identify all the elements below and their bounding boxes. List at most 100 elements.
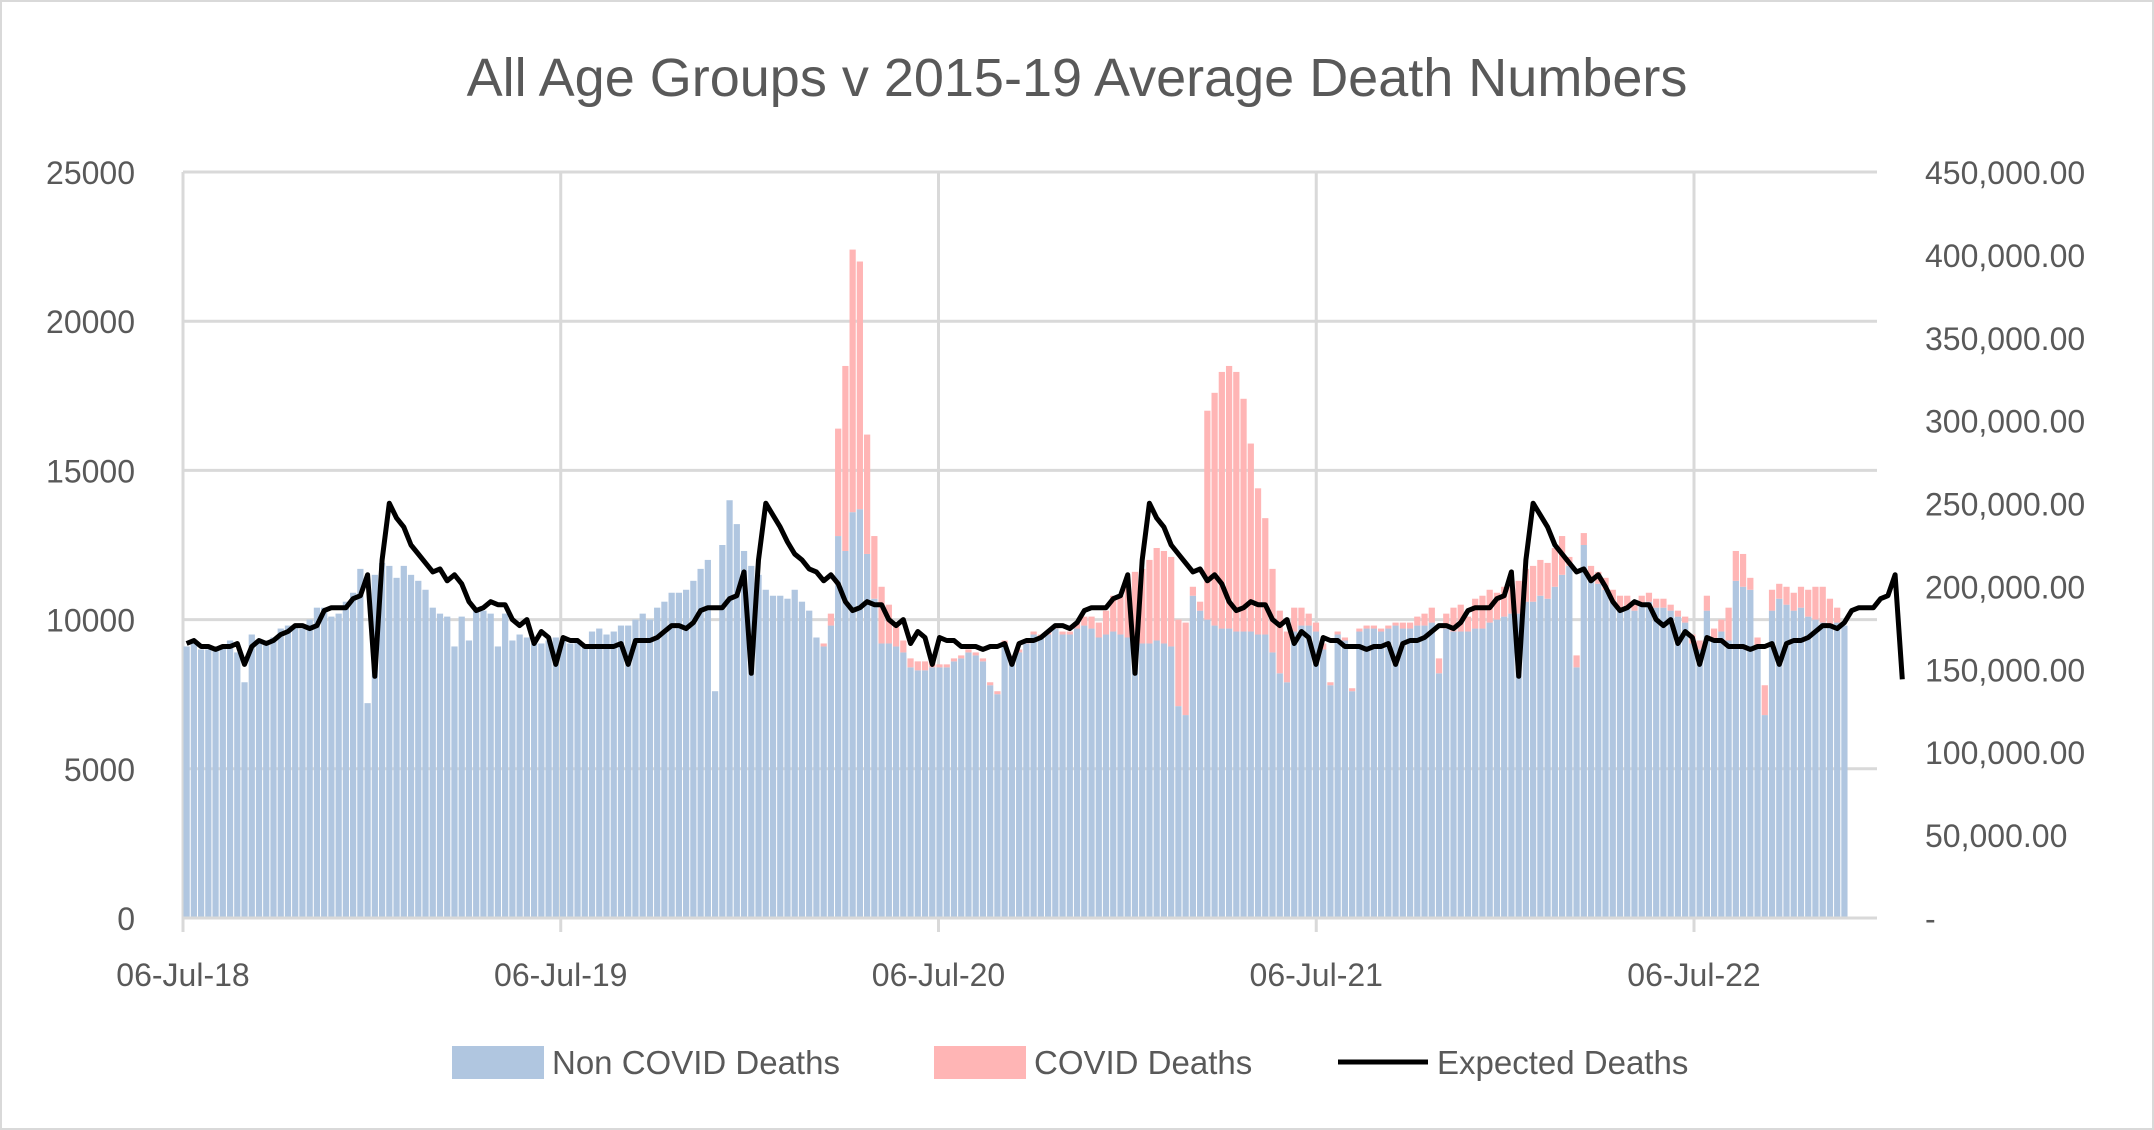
covid-bar: [1204, 410, 1211, 620]
non-covid-bar: [835, 536, 842, 918]
non-covid-bar: [1754, 646, 1761, 918]
y-right-tick-label: 300,000.00: [1925, 404, 2085, 440]
covid-bar: [1660, 598, 1667, 608]
legend-swatch-covid: [934, 1046, 1026, 1079]
non-covid-bar: [277, 628, 284, 918]
non-covid-bar: [740, 550, 748, 918]
covid-bar: [958, 655, 965, 659]
covid-bar: [1573, 655, 1580, 668]
non-covid-bar: [907, 667, 914, 918]
covid-bar: [1515, 580, 1522, 614]
non-covid-bar: [1776, 598, 1783, 918]
non-covid-bar: [523, 637, 530, 918]
non-covid-bar: [1008, 658, 1016, 918]
non-covid-bar: [1291, 631, 1298, 918]
expected-deaths-line: [185, 500, 1905, 680]
non-covid-bar: [1406, 628, 1414, 918]
covid-bar: [1421, 613, 1428, 626]
non-covid-bar: [1522, 601, 1530, 918]
covid-bar: [1580, 533, 1587, 545]
covid-bar: [965, 649, 972, 653]
legend-label-non-covid: Non COVID Deaths: [552, 1044, 840, 1081]
non-covid-bar: [378, 562, 386, 918]
non-covid-bar: [936, 667, 943, 918]
non-covid-bar: [538, 643, 545, 918]
non-covid-bar: [212, 649, 219, 918]
covid-bar: [1768, 589, 1776, 611]
covid-bar: [1363, 625, 1370, 629]
non-covid-bar: [422, 589, 429, 918]
non-covid-bar: [1580, 545, 1587, 918]
y-right-tick-label: 200,000.00: [1925, 569, 2085, 605]
covid-bar: [1551, 547, 1558, 587]
covid-bar: [1095, 622, 1102, 638]
non-covid-bar: [1124, 637, 1131, 918]
non-covid-bar: [1160, 643, 1168, 918]
covid-bar: [1139, 568, 1146, 644]
non-covid-bar: [321, 607, 328, 918]
non-covid-bar: [1298, 625, 1305, 918]
covid-bar: [864, 434, 871, 554]
non-covid-bar: [458, 616, 465, 918]
non-covid-bar: [856, 509, 863, 918]
non-covid-bar: [1645, 601, 1653, 918]
non-covid-bar: [1812, 619, 1819, 918]
covid-bar: [914, 661, 921, 671]
covid-bar: [856, 261, 863, 510]
non-covid-bar: [1327, 685, 1334, 918]
non-covid-bar: [574, 640, 581, 918]
bars: [183, 249, 1848, 918]
non-covid-bar: [1566, 565, 1573, 918]
non-covid-bar: [1805, 616, 1812, 918]
covid-bar: [1153, 547, 1160, 641]
non-covid-bar: [1211, 625, 1218, 918]
non-covid-bar: [1682, 622, 1689, 918]
legend-swatch-non-covid: [452, 1046, 544, 1079]
covid-bar: [1117, 595, 1124, 635]
non-covid-bar: [393, 577, 400, 918]
non-covid-bar: [364, 703, 371, 918]
covid-bar: [842, 365, 849, 551]
non-covid-bar: [1233, 631, 1240, 918]
covid-bar: [1443, 613, 1450, 629]
covid-bar: [1725, 607, 1732, 641]
covid-bar: [1356, 628, 1363, 632]
covid-bar: [1812, 586, 1819, 620]
covid-bar: [1175, 619, 1182, 707]
non-covid-bar: [617, 625, 625, 918]
covid-bar: [1088, 616, 1095, 629]
non-covid-bar: [1334, 634, 1341, 918]
non-covid-bar: [190, 643, 197, 918]
non-covid-bar: [1059, 634, 1066, 918]
non-covid-bar: [979, 661, 987, 918]
non-covid-bar: [487, 613, 494, 918]
y-left-tick-label: 10000: [46, 603, 135, 639]
covid-bar: [1493, 592, 1501, 620]
non-covid-bar: [1696, 649, 1703, 918]
non-covid-bar: [1573, 667, 1580, 918]
covid-bar: [827, 613, 835, 626]
non-covid-bar: [473, 610, 480, 918]
non-covid-bar: [494, 646, 502, 918]
non-covid-bar: [1768, 610, 1776, 918]
y-right-tick-label: 250,000.00: [1925, 487, 2085, 523]
covid-bar: [1819, 586, 1826, 623]
non-covid-bar: [1218, 628, 1225, 918]
non-covid-bar: [1428, 622, 1435, 918]
non-covid-bar: [603, 634, 610, 918]
covid-bar: [1283, 631, 1291, 683]
non-covid-bar: [1356, 631, 1363, 918]
covid-bar: [1682, 616, 1689, 623]
covid-bar: [1435, 658, 1443, 674]
non-covid-bar: [1349, 691, 1356, 918]
non-covid-bar: [654, 607, 661, 918]
non-covid-bar: [357, 568, 364, 918]
non-covid-bar: [921, 670, 929, 918]
non-covid-bar: [1131, 640, 1139, 918]
non-covid-bar: [711, 691, 719, 918]
covid-bar: [1645, 592, 1653, 602]
non-covid-bar: [415, 580, 422, 918]
non-covid-bar: [704, 559, 711, 918]
covid-bar: [1392, 622, 1399, 626]
